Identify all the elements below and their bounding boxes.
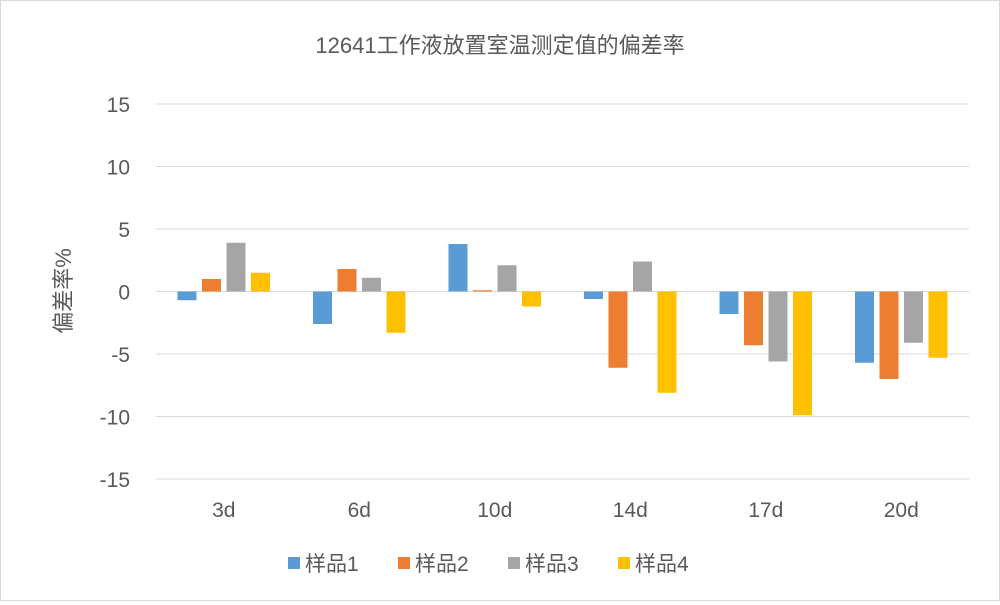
legend-swatch	[618, 557, 630, 569]
legend-label: 样品3	[525, 553, 579, 576]
chart-title: 12641工作液放置室温测定值的偏差率	[315, 33, 684, 58]
bar	[744, 291, 763, 346]
x-tick-label: 20d	[884, 499, 919, 522]
bar	[879, 291, 899, 379]
bar	[633, 261, 652, 292]
y-tick-label: 0	[118, 282, 130, 305]
bar	[202, 279, 221, 292]
bar	[226, 242, 246, 292]
bar	[522, 291, 541, 307]
legend-swatch	[398, 557, 410, 569]
y-tick-label: 10	[107, 157, 130, 180]
bar	[584, 291, 603, 299]
legend-label: 样品1	[305, 553, 359, 576]
bar	[608, 291, 628, 368]
gridlines	[156, 103, 969, 480]
y-axis-label: 偏差率%	[51, 248, 76, 334]
y-tick-labels: 15 10 5 0 -5 -10 -15	[100, 94, 130, 492]
x-tick-label: 14d	[613, 499, 648, 522]
bar	[768, 291, 788, 362]
bar	[719, 291, 739, 314]
bar	[855, 291, 874, 363]
bar	[657, 291, 677, 393]
bar	[473, 290, 492, 292]
legend-label: 样品2	[415, 553, 469, 576]
bar	[313, 291, 332, 324]
x-tick-labels: 3d 6d 10d 14d 17d 20d	[212, 499, 919, 522]
legend-label: 样品4	[635, 553, 689, 576]
x-tick-label: 3d	[212, 499, 235, 522]
bar	[497, 265, 517, 292]
legend: 样品1 样品2 样品3 样品4	[288, 553, 689, 576]
bar	[362, 277, 381, 292]
y-tick-label: 15	[107, 94, 130, 117]
y-tick-label: -15	[100, 469, 130, 492]
x-tick-label: 10d	[477, 499, 512, 522]
bar	[251, 272, 270, 292]
x-tick-label: 17d	[748, 499, 783, 522]
legend-swatch	[288, 557, 300, 569]
y-tick-label: 5	[118, 219, 130, 242]
x-tick-label: 6d	[348, 499, 371, 522]
bar	[928, 291, 948, 358]
bar	[448, 244, 468, 292]
bar	[793, 291, 812, 416]
y-tick-label: -5	[111, 344, 130, 367]
bar	[177, 291, 197, 301]
bar	[904, 291, 923, 343]
legend-swatch	[508, 557, 520, 569]
y-tick-label: -10	[100, 407, 130, 430]
bar	[386, 291, 406, 333]
bar	[337, 269, 357, 292]
bars	[177, 242, 948, 416]
